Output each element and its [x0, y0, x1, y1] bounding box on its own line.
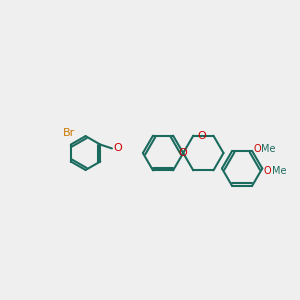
Text: O: O	[197, 131, 206, 141]
Text: O: O	[264, 166, 272, 176]
Text: Me: Me	[262, 144, 276, 154]
Text: Br: Br	[63, 128, 75, 138]
Text: O: O	[114, 143, 122, 153]
Text: O: O	[179, 148, 188, 158]
Text: O: O	[254, 144, 261, 154]
Text: Me: Me	[272, 166, 286, 176]
